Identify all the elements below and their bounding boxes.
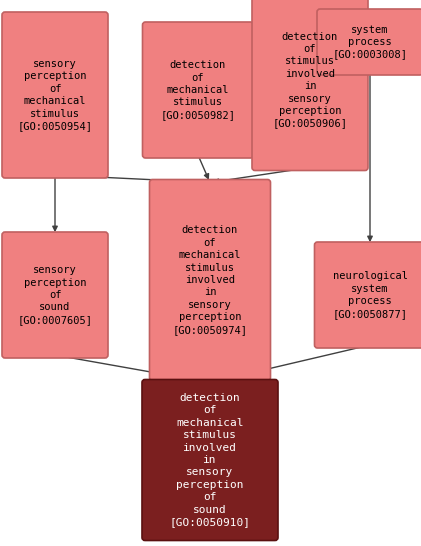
FancyBboxPatch shape xyxy=(252,0,368,170)
Text: neurological
system
process
[GO:0050877]: neurological system process [GO:0050877] xyxy=(333,271,408,319)
Text: sensory
perception
of
mechanical
stimulus
[GO:0050954]: sensory perception of mechanical stimulu… xyxy=(18,59,93,131)
Text: system
process
[GO:0003008]: system process [GO:0003008] xyxy=(333,25,408,60)
FancyBboxPatch shape xyxy=(142,22,253,158)
FancyBboxPatch shape xyxy=(2,12,108,178)
Text: detection
of
mechanical
stimulus
involved
in
sensory
perception
[GO:0050974]: detection of mechanical stimulus involve… xyxy=(173,225,248,335)
FancyBboxPatch shape xyxy=(149,180,271,381)
FancyBboxPatch shape xyxy=(314,242,421,348)
Text: detection
of
mechanical
stimulus
involved
in
sensory
perception
of
sound
[GO:005: detection of mechanical stimulus involve… xyxy=(170,393,250,527)
FancyBboxPatch shape xyxy=(142,379,278,541)
Text: sensory
perception
of
sound
[GO:0007605]: sensory perception of sound [GO:0007605] xyxy=(18,265,93,325)
FancyBboxPatch shape xyxy=(317,9,421,75)
FancyBboxPatch shape xyxy=(2,232,108,358)
Text: detection
of
mechanical
stimulus
[GO:0050982]: detection of mechanical stimulus [GO:005… xyxy=(160,60,235,120)
Text: detection
of
stimulus
involved
in
sensory
perception
[GO:0050906]: detection of stimulus involved in sensor… xyxy=(272,32,347,128)
